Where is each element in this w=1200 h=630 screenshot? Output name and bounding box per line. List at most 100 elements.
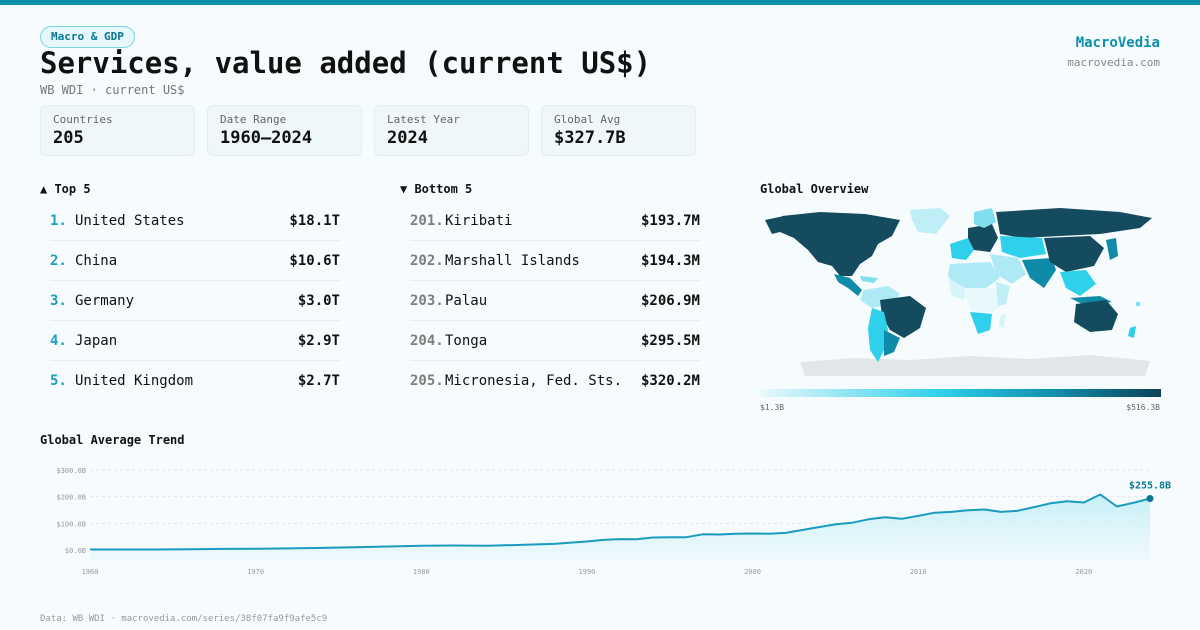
map-region-scandinavia[interactable]	[974, 208, 996, 228]
country-name: Germany	[75, 292, 135, 309]
rank-number: 5.	[50, 373, 67, 389]
x-tick-label: 1960	[82, 568, 99, 576]
brand-url[interactable]: macrovedia.com	[1067, 56, 1160, 69]
map-region-alaska[interactable]	[765, 216, 788, 234]
list-item[interactable]: 3. Germany $3.0T	[50, 281, 340, 321]
list-item[interactable]: 204. Tonga $295.5M	[410, 321, 700, 361]
rank-number: 1.	[50, 212, 67, 229]
map-region-east-asia-coast[interactable]	[1106, 238, 1118, 260]
map-region-pacific-islands[interactable]	[1136, 302, 1140, 306]
map-region-middle-east[interactable]	[990, 254, 1026, 284]
top5-list: 1. United States $18.1T 2. China $10.6T …	[50, 201, 340, 401]
footer-source: Data: WB WDI · macrovedia.com/series/38f…	[40, 614, 328, 624]
trend-area	[90, 494, 1150, 560]
world-choropleth-map[interactable]	[760, 204, 1160, 380]
stat-value: 205	[53, 128, 84, 148]
brand-name[interactable]: MacroVedia	[1075, 35, 1160, 51]
rank-number: 205.	[410, 373, 444, 389]
latest-point[interactable]	[1146, 495, 1154, 503]
stat-card-date-range: Date Range 1960–2024	[207, 105, 362, 156]
country-name: United States	[75, 212, 185, 229]
list-item[interactable]: 201. Kiribati $193.7M	[410, 201, 700, 241]
rank-number: 204.	[410, 332, 444, 349]
x-tick-label: 2000	[744, 568, 761, 576]
stat-label: Date Range	[220, 113, 287, 126]
country-value: $295.5M	[640, 332, 700, 349]
page-title: Services, value added (current US$)	[40, 46, 652, 80]
map-region-south-africa[interactable]	[970, 312, 992, 334]
map-region-brazil[interactable]	[880, 296, 926, 338]
map-region-north-america[interactable]	[780, 212, 900, 276]
map-legend-min: $1.3B	[760, 403, 785, 412]
rank-number: 201.	[410, 212, 444, 229]
map-region-south-asia[interactable]	[1022, 258, 1056, 288]
y-tick-label: $100.0B	[56, 520, 86, 528]
list-item[interactable]: 4. Japan $2.9T	[50, 321, 340, 361]
stat-card-global-avg: Global Avg $327.7B	[541, 105, 696, 156]
map-region-australia[interactable]	[1074, 300, 1118, 332]
map-region-madagascar[interactable]	[999, 314, 1006, 328]
map-region-china[interactable]	[1044, 236, 1104, 272]
country-value: $3.0T	[297, 292, 340, 309]
stat-value: 1960–2024	[220, 128, 313, 148]
map-region-europe-central[interactable]	[968, 224, 998, 252]
country-name: China	[75, 252, 118, 269]
y-tick-label: $0.0B	[65, 547, 86, 555]
map-region-south-america-south[interactable]	[868, 308, 888, 362]
map-title: Global Overview	[760, 182, 869, 196]
map-region-east-africa[interactable]	[996, 282, 1010, 306]
y-tick-label: $200.0B	[56, 494, 86, 502]
list-item[interactable]: 202. Marshall Islands $194.3M	[410, 241, 700, 281]
rank-number: 203.	[410, 292, 444, 309]
y-tick-label: $300.0B	[56, 467, 86, 475]
map-region-new-zealand[interactable]	[1128, 326, 1136, 338]
map-region-north-africa[interactable]	[948, 262, 1000, 288]
top-accent-bar	[0, 0, 1200, 5]
map-region-russia[interactable]	[996, 208, 1152, 238]
list-item[interactable]: 205. Micronesia, Fed. Sts. $320.2M	[410, 361, 700, 401]
country-name: Marshall Islands	[445, 252, 580, 269]
brand: MacroVedia macrovedia.com	[1067, 35, 1160, 69]
stat-label: Countries	[53, 113, 113, 126]
map-region-europe-west[interactable]	[950, 238, 974, 260]
map-region-central-asia[interactable]	[1000, 236, 1046, 258]
country-name: United Kingdom	[75, 373, 194, 389]
trend-line	[90, 493, 1151, 551]
global-average-trend-chart[interactable]: $0.0B $100.0B $200.0B $300.0B 1960 1970 1980 19…	[40, 455, 1180, 580]
x-tick-label: 1970	[247, 568, 264, 576]
country-value: $206.9M	[640, 292, 700, 309]
stat-label: Latest Year	[387, 113, 460, 126]
map-legend-gradient	[760, 389, 1161, 397]
x-tick-label: 2010	[910, 568, 927, 576]
stat-card-countries: Countries 205	[40, 105, 195, 156]
x-tick-label: 1980	[413, 568, 430, 576]
country-name: Micronesia, Fed. Sts.	[445, 373, 623, 389]
country-value: $18.1T	[289, 212, 340, 229]
country-name: Kiribati	[445, 212, 513, 229]
map-region-central-africa[interactable]	[964, 288, 1000, 318]
list-item[interactable]: 2. China $10.6T	[50, 241, 340, 281]
country-value: $193.7M	[640, 212, 700, 229]
trend-title: Global Average Trend	[40, 433, 185, 447]
x-tick-label: 1990	[578, 568, 595, 576]
category-badge[interactable]: Macro & GDP	[40, 26, 135, 48]
country-value: $10.6T	[289, 252, 340, 269]
bottom5-title: ▼ Bottom 5	[400, 182, 473, 196]
map-region-antarctica[interactable]	[800, 355, 1150, 376]
list-item[interactable]: 203. Palau $206.9M	[410, 281, 700, 321]
map-region-caribbean[interactable]	[860, 276, 878, 283]
map-region-argentina[interactable]	[884, 330, 900, 356]
list-item[interactable]: 5. United Kingdom $2.7T	[50, 361, 340, 401]
map-region-greenland[interactable]	[910, 208, 950, 234]
country-value: $2.9T	[297, 332, 340, 349]
latest-value-label: $255.8B	[1129, 481, 1171, 492]
stat-cards: Countries 205 Date Range 1960–2024 Lates…	[40, 105, 696, 156]
map-region-central-america[interactable]	[834, 274, 862, 296]
stat-value: 2024	[387, 128, 428, 148]
stat-value: $327.7B	[554, 128, 626, 148]
country-value: $194.3M	[640, 252, 700, 269]
list-item[interactable]: 1. United States $18.1T	[50, 201, 340, 241]
rank-number: 202.	[410, 252, 444, 269]
map-region-southeast-asia[interactable]	[1060, 270, 1096, 296]
map-region-west-africa[interactable]	[948, 278, 966, 300]
